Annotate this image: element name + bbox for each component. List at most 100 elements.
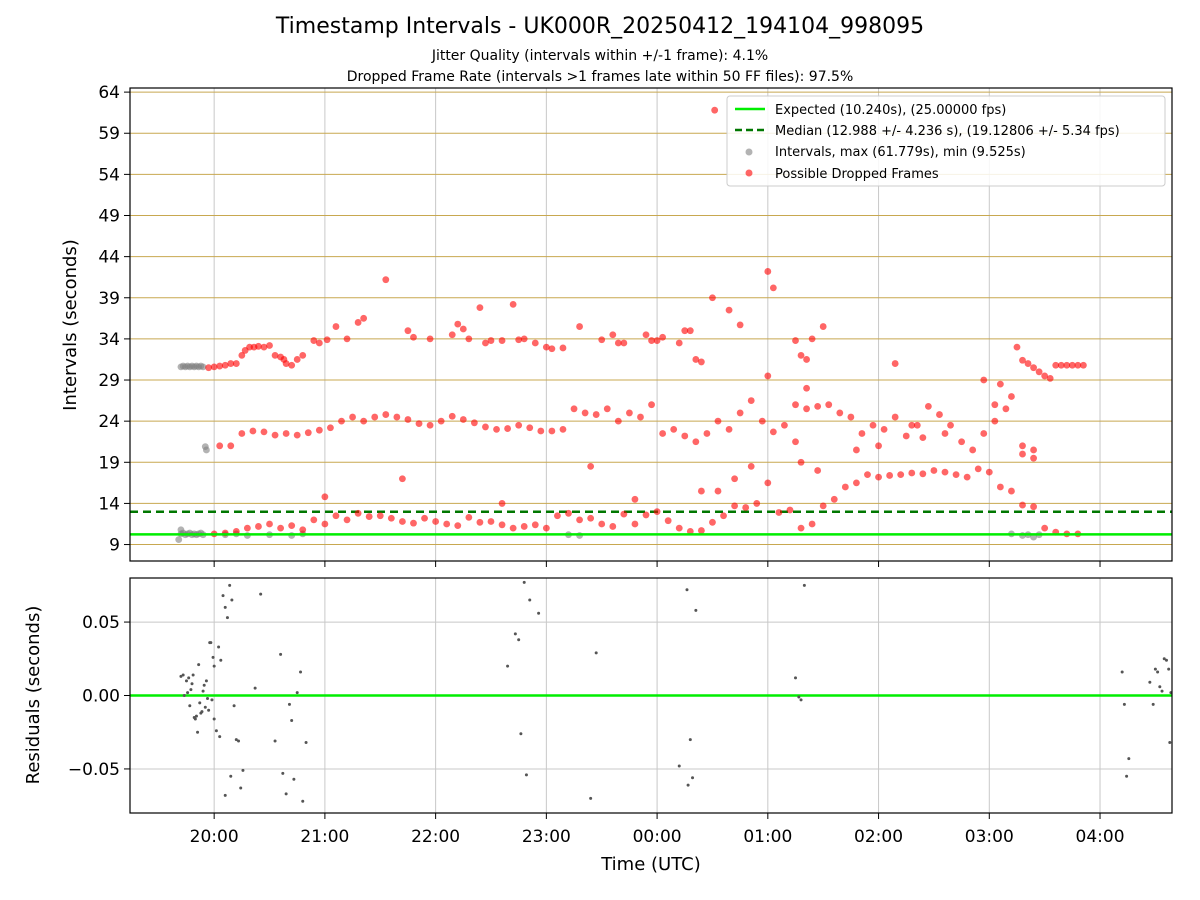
dropped-frame-point xyxy=(731,475,739,483)
dropped-frame-point xyxy=(792,337,799,344)
dropped-frame-point xyxy=(304,429,312,437)
x-tick-label: 20:00 xyxy=(190,827,239,847)
dropped-frame-point xyxy=(814,402,822,410)
interval-point xyxy=(203,446,210,454)
dropped-frame-point xyxy=(711,106,719,114)
top-y-tick-label: 44 xyxy=(98,248,120,268)
dropped-frame-point xyxy=(952,471,960,479)
dropped-frame-point xyxy=(653,508,661,516)
dropped-frame-point xyxy=(548,427,556,435)
dropped-frame-point xyxy=(742,504,750,511)
dropped-frame-point xyxy=(1080,361,1087,369)
dropped-frame-point xyxy=(476,518,484,526)
dropped-frame-point xyxy=(614,339,622,347)
dropped-frame-point xyxy=(686,327,694,335)
dropped-frame-point xyxy=(808,520,816,528)
dropped-frame-point xyxy=(626,409,633,417)
dropped-frame-point xyxy=(531,521,539,529)
x-tick-label: 23:00 xyxy=(522,827,571,847)
dropped-frame-point xyxy=(570,405,578,413)
dropped-frame-point xyxy=(323,336,331,344)
dropped-frame-point xyxy=(631,520,639,528)
dropped-frame-point xyxy=(421,514,428,522)
dropped-frame-point xyxy=(404,416,412,423)
dropped-frame-point xyxy=(775,509,783,516)
dropped-frame-point xyxy=(399,475,406,483)
residual-point xyxy=(221,594,225,598)
dropped-frame-point xyxy=(437,417,445,425)
dropped-frame-point xyxy=(554,512,561,520)
residual-point xyxy=(284,792,288,796)
dropped-frame-point xyxy=(459,325,467,333)
dropped-frame-point xyxy=(764,268,772,275)
dropped-frame-point xyxy=(426,421,434,429)
residual-point xyxy=(223,793,227,797)
dropped-frame-point xyxy=(642,331,650,339)
dropped-frame-point xyxy=(587,514,595,522)
dropped-frame-point xyxy=(393,413,401,421)
dropped-frame-point xyxy=(1019,356,1026,364)
residual-point xyxy=(517,638,521,642)
dropped-frame-point xyxy=(271,351,279,359)
residual-point xyxy=(1120,670,1124,674)
residual-point xyxy=(198,701,202,705)
residual-point xyxy=(279,652,283,656)
dropped-frame-point xyxy=(1046,374,1054,382)
dropped-frame-point xyxy=(941,468,949,476)
dropped-frame-rate-subtitle: Dropped Frame Rate (intervals >1 frames … xyxy=(346,69,854,85)
dropped-frame-point xyxy=(282,430,290,437)
x-tick-label: 01:00 xyxy=(743,827,792,847)
dropped-frame-point xyxy=(271,431,279,439)
dropped-frame-point xyxy=(360,417,368,425)
dropped-frame-point xyxy=(930,467,938,474)
residual-point xyxy=(193,717,197,721)
dropped-frame-point xyxy=(387,514,395,522)
dropped-frame-point xyxy=(371,413,379,421)
dropped-frame-point xyxy=(703,430,711,437)
dropped-frame-point xyxy=(598,336,606,344)
residual-point xyxy=(187,676,191,680)
dropped-frame-point xyxy=(542,524,550,532)
legend-intervals-label: Intervals, max (61.779s), min (9.525s) xyxy=(775,145,1026,160)
dropped-frame-point xyxy=(266,520,273,528)
x-tick-label: 22:00 xyxy=(411,827,460,847)
residual-point xyxy=(241,768,245,772)
dropped-frame-point xyxy=(216,362,224,370)
residual-point xyxy=(214,729,218,733)
dropped-frame-point xyxy=(520,523,528,530)
dropped-frame-point xyxy=(1074,361,1082,369)
dropped-frame-point xyxy=(321,493,329,501)
residual-point xyxy=(685,588,689,592)
dropped-frame-point xyxy=(996,380,1004,388)
dropped-frame-point xyxy=(1024,360,1032,367)
residual-point xyxy=(287,702,291,706)
legend-dropped-label: Possible Dropped Frames xyxy=(775,167,939,182)
residual-point xyxy=(209,641,213,645)
dropped-frame-point xyxy=(238,351,246,359)
dropped-frame-point xyxy=(675,524,683,532)
dropped-frame-point xyxy=(891,360,899,367)
dropped-frame-point xyxy=(476,304,484,312)
interval-point xyxy=(175,536,183,544)
dropped-frame-point xyxy=(875,442,882,450)
residual-point xyxy=(1162,657,1166,661)
residual-point xyxy=(239,786,243,790)
dropped-frame-point xyxy=(310,337,318,344)
residual-point xyxy=(1158,685,1162,689)
dropped-frame-point xyxy=(637,413,644,421)
dropped-frame-point xyxy=(764,372,772,380)
dropped-frame-point xyxy=(697,527,705,534)
residual-point xyxy=(206,696,210,700)
dropped-frame-point xyxy=(714,417,722,425)
dropped-frame-point xyxy=(454,320,462,328)
dropped-frame-point xyxy=(709,518,716,526)
dropped-frame-point xyxy=(980,376,988,384)
dropped-frame-point xyxy=(454,522,462,530)
residual-point xyxy=(1148,680,1152,684)
dropped-frame-point xyxy=(576,323,583,330)
dropped-frame-point xyxy=(974,465,982,473)
residual-point xyxy=(524,773,528,777)
dropped-frame-point xyxy=(332,323,340,330)
dropped-frame-point xyxy=(515,336,523,344)
